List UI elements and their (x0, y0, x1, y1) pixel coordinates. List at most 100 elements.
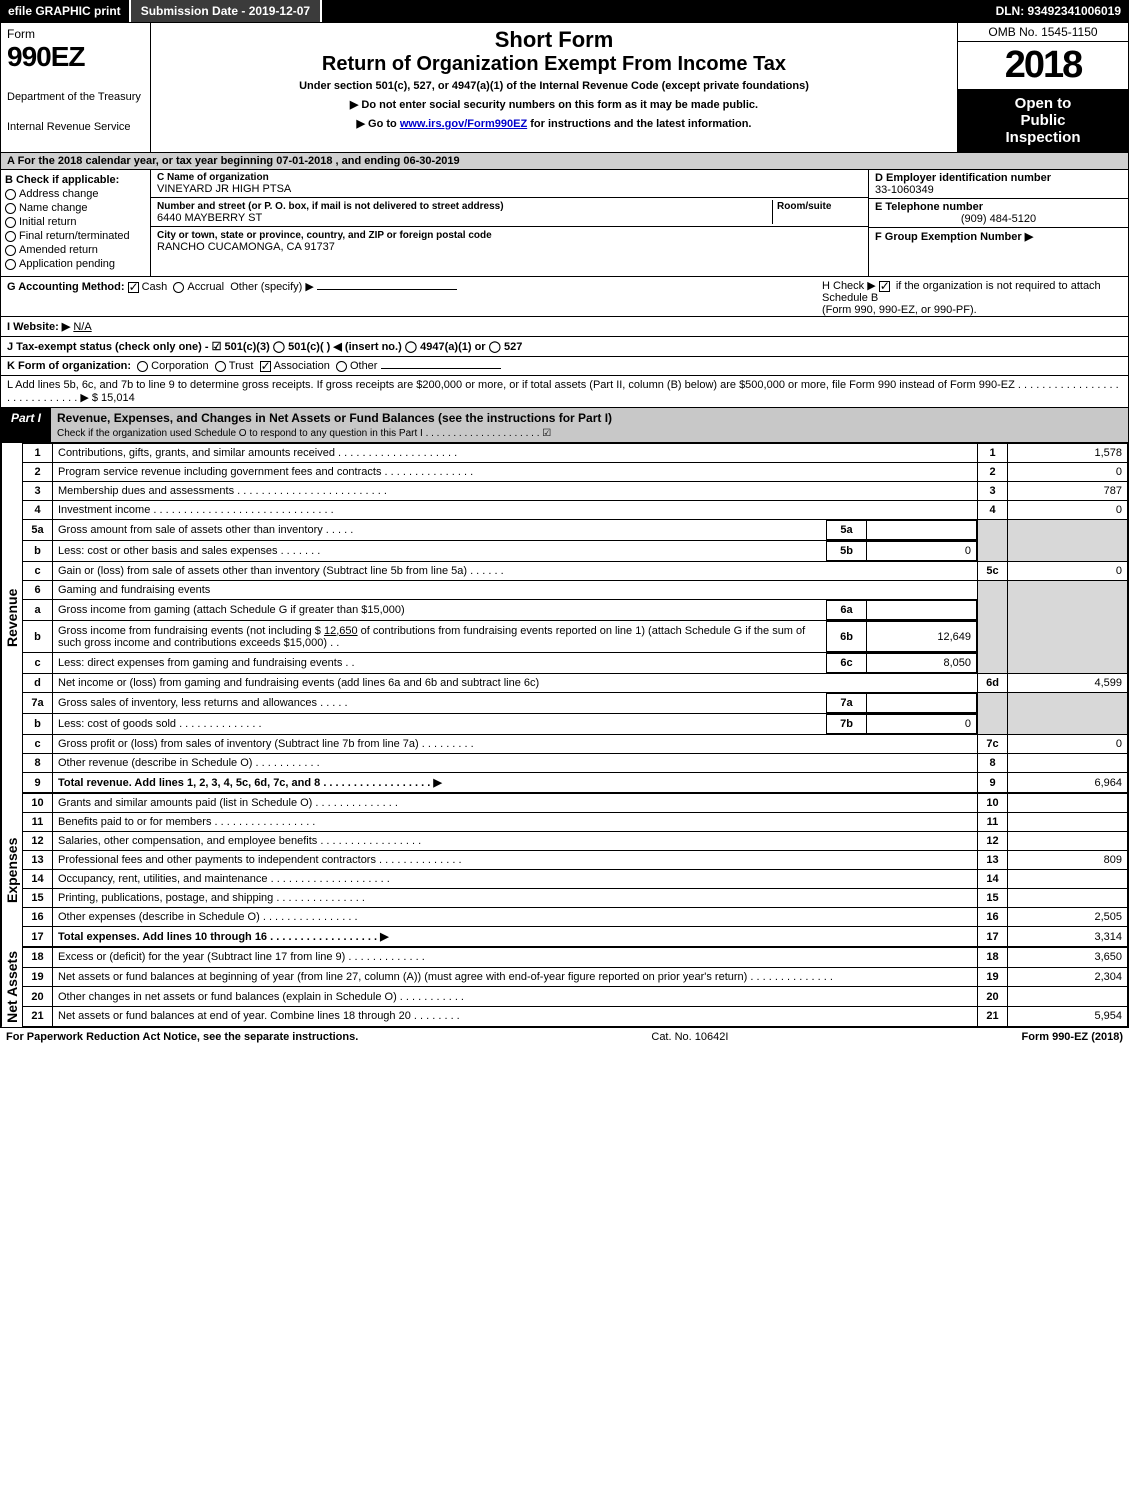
line-5c: cGain or (loss) from sale of assets othe… (23, 562, 1128, 581)
addr-label: Number and street (or P. O. box, if mail… (157, 201, 504, 212)
h-box: H Check ▶ if the organization is not req… (822, 279, 1122, 316)
efile-top-bar: efile GRAPHIC print Submission Date - 20… (0, 0, 1129, 22)
line-7c: cGross profit or (loss) from sales of in… (23, 735, 1128, 754)
line-6b-amount: 12,650 (324, 625, 358, 637)
h-pre: H Check ▶ (822, 280, 879, 292)
part1-check-line: Check if the organization used Schedule … (57, 428, 551, 439)
period-row: A For the 2018 calendar year, or tax yea… (0, 153, 1129, 170)
dln-label: DLN: 93492341006019 (988, 0, 1129, 22)
line-11: 11Benefits paid to or for members . . . … (23, 813, 1128, 832)
footer-mid: Cat. No. 10642I (651, 1031, 728, 1043)
subtitle: Under section 501(c), 527, or 4947(a)(1)… (159, 80, 949, 92)
part1-title: Revenue, Expenses, and Changes in Net As… (51, 408, 1128, 442)
warning-ssn: ▶ Do not enter social security numbers o… (159, 98, 949, 111)
line-13: 13Professional fees and other payments t… (23, 851, 1128, 870)
k-trust[interactable] (215, 361, 226, 372)
expenses-section: Expenses 10Grants and similar amounts pa… (0, 793, 1129, 947)
l-value: $ 15,014 (92, 392, 135, 404)
line-5a: 5aGross amount from sale of assets other… (23, 520, 1128, 541)
line-20: 20Other changes in net assets or fund ba… (23, 987, 1128, 1007)
irs-link[interactable]: www.irs.gov/Form990EZ (400, 118, 527, 130)
line-10: 10Grants and similar amounts paid (list … (23, 794, 1128, 813)
other-specify-line[interactable] (317, 289, 457, 290)
line-3: 3Membership dues and assessments . . . .… (23, 482, 1128, 501)
opt-cash: Cash (142, 281, 168, 293)
ein-label: D Employer identification number (875, 172, 1051, 184)
footer-right: Form 990-EZ (2018) (1022, 1031, 1123, 1043)
k-other[interactable] (336, 361, 347, 372)
line-2: 2Program service revenue including gover… (23, 463, 1128, 482)
line-g-h: G Accounting Method: Cash Accrual Other … (0, 277, 1129, 317)
g-label: G Accounting Method: (7, 281, 125, 293)
line-j: J Tax-exempt status (check only one) - ☑… (0, 337, 1129, 357)
line-k: K Form of organization: Corporation Trus… (0, 357, 1129, 376)
line-15: 15Printing, publications, postage, and s… (23, 889, 1128, 908)
chk-app-pending[interactable]: Application pending (5, 258, 146, 270)
entity-block: B Check if applicable: Address change Na… (0, 170, 1129, 277)
box-b-title: B Check if applicable: (5, 174, 146, 186)
opt-other: Other (specify) ▶ (230, 281, 314, 293)
line-6c: cLess: direct expenses from gaming and f… (23, 653, 1128, 674)
line-6: 6Gaming and fundraising events (23, 581, 1128, 600)
line-18: 18Excess or (deficit) for the year (Subt… (23, 948, 1128, 968)
revenue-table: 1Contributions, gifts, grants, and simil… (22, 443, 1128, 793)
room-label: Room/suite (777, 201, 831, 212)
open-line1: Open to (962, 95, 1124, 112)
open-line3: Inspection (962, 129, 1124, 146)
netassets-table: 18Excess or (deficit) for the year (Subt… (22, 947, 1128, 1027)
part1-header: Part I Revenue, Expenses, and Changes in… (0, 408, 1129, 443)
goto-pre: ▶ Go to (357, 118, 400, 130)
i-label: I Website: ▶ (7, 321, 70, 333)
revenue-vlabel: Revenue (1, 443, 22, 793)
line-9: 9Total revenue. Add lines 1, 2, 3, 4, 5c… (23, 773, 1128, 793)
ein-value: 33-1060349 (875, 184, 934, 196)
submission-date-button[interactable]: Submission Date - 2019-12-07 (129, 0, 322, 22)
form-word: Form (7, 27, 144, 41)
k-other-line[interactable] (381, 368, 501, 369)
k-corp[interactable] (137, 361, 148, 372)
netassets-section: Net Assets 18Excess or (deficit) for the… (0, 947, 1129, 1028)
open-line2: Public (962, 112, 1124, 129)
part1-label: Part I (1, 408, 51, 442)
line-14: 14Occupancy, rent, utilities, and mainte… (23, 870, 1128, 889)
chk-final-return[interactable]: Final return/terminated (5, 230, 146, 242)
title-short-form: Short Form (159, 27, 949, 53)
chk-amended[interactable]: Amended return (5, 244, 146, 256)
chk-name-change[interactable]: Name change (5, 202, 146, 214)
period-begin: 07-01-2018 (276, 155, 332, 167)
chk-address-change[interactable]: Address change (5, 188, 146, 200)
page-footer: For Paperwork Reduction Act Notice, see … (0, 1028, 1129, 1046)
line-17: 17Total expenses. Add lines 10 through 1… (23, 927, 1128, 947)
line-7b: bLess: cost of goods sold . . . . . . . … (23, 714, 1128, 735)
chk-cash[interactable] (128, 282, 139, 293)
line-5b: bLess: cost or other basis and sales exp… (23, 541, 1128, 562)
form-number: 990EZ (7, 41, 144, 73)
phone-label: E Telephone number (875, 201, 983, 213)
period-mid: , and ending (336, 155, 404, 167)
line-6a: aGross income from gaming (attach Schedu… (23, 600, 1128, 621)
line-16: 16Other expenses (describe in Schedule O… (23, 908, 1128, 927)
j-text: J Tax-exempt status (check only one) - ☑… (7, 341, 522, 353)
opt-accrual: Accrual (187, 281, 224, 293)
form-header: Form 990EZ Department of the Treasury In… (0, 22, 1129, 153)
tax-year: 2018 (958, 42, 1128, 89)
footer-left: For Paperwork Reduction Act Notice, see … (6, 1031, 358, 1043)
expenses-vlabel: Expenses (1, 793, 22, 947)
line-i: I Website: ▶ N/A (0, 317, 1129, 337)
line-6d: dNet income or (loss) from gaming and fu… (23, 674, 1128, 693)
street-address: 6440 MAYBERRY ST (157, 212, 262, 224)
box-d-e-f: D Employer identification number 33-1060… (868, 170, 1128, 276)
chk-h[interactable] (879, 281, 890, 292)
dept-treasury: Department of the Treasury (7, 91, 144, 103)
line-l: L Add lines 5b, 6c, and 7b to line 9 to … (0, 376, 1129, 408)
c-name-label: C Name of organization (157, 172, 862, 183)
chk-accrual[interactable] (173, 282, 184, 293)
open-to-public: Open to Public Inspection (958, 89, 1128, 152)
form-number-block: Form 990EZ Department of the Treasury In… (1, 23, 151, 152)
title-return: Return of Organization Exempt From Incom… (159, 53, 949, 76)
h-post2: (Form 990, 990-EZ, or 990-PF). (822, 304, 977, 316)
k-assoc[interactable] (260, 361, 271, 372)
chk-initial-return[interactable]: Initial return (5, 216, 146, 228)
netassets-vlabel: Net Assets (1, 947, 22, 1027)
line-19: 19Net assets or fund balances at beginni… (23, 967, 1128, 987)
